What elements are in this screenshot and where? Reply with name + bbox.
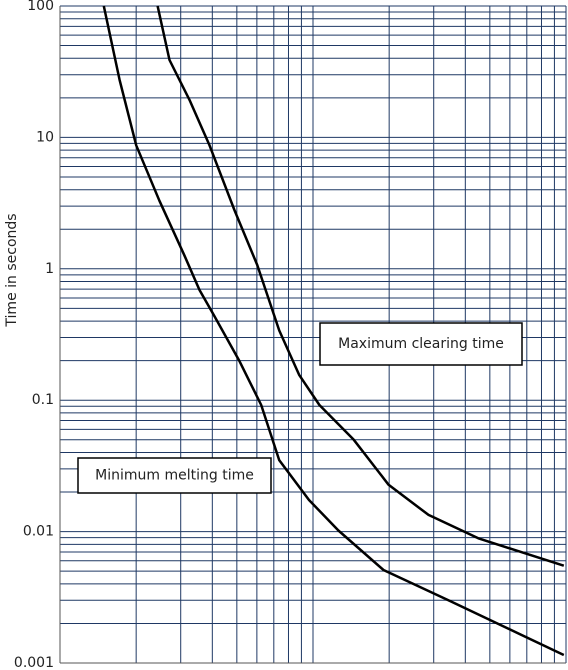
annotation-box bbox=[319, 322, 523, 366]
y-tick-label: 0.001 bbox=[14, 655, 54, 670]
y-axis-label: Time in seconds bbox=[4, 213, 20, 327]
annotation-box bbox=[77, 457, 272, 494]
y-tick-label: 10 bbox=[36, 129, 54, 145]
curve bbox=[102, 5, 565, 657]
annotation: Minimum melting time bbox=[95, 468, 254, 484]
y-tick-label: 0.1 bbox=[32, 392, 54, 408]
annotation: Maximum clearing time bbox=[338, 336, 504, 352]
curve bbox=[156, 5, 565, 567]
y-tick-label: 100 bbox=[27, 0, 54, 14]
y-tick-label: 1 bbox=[45, 261, 54, 277]
y-tick-label: 0.01 bbox=[23, 524, 54, 540]
